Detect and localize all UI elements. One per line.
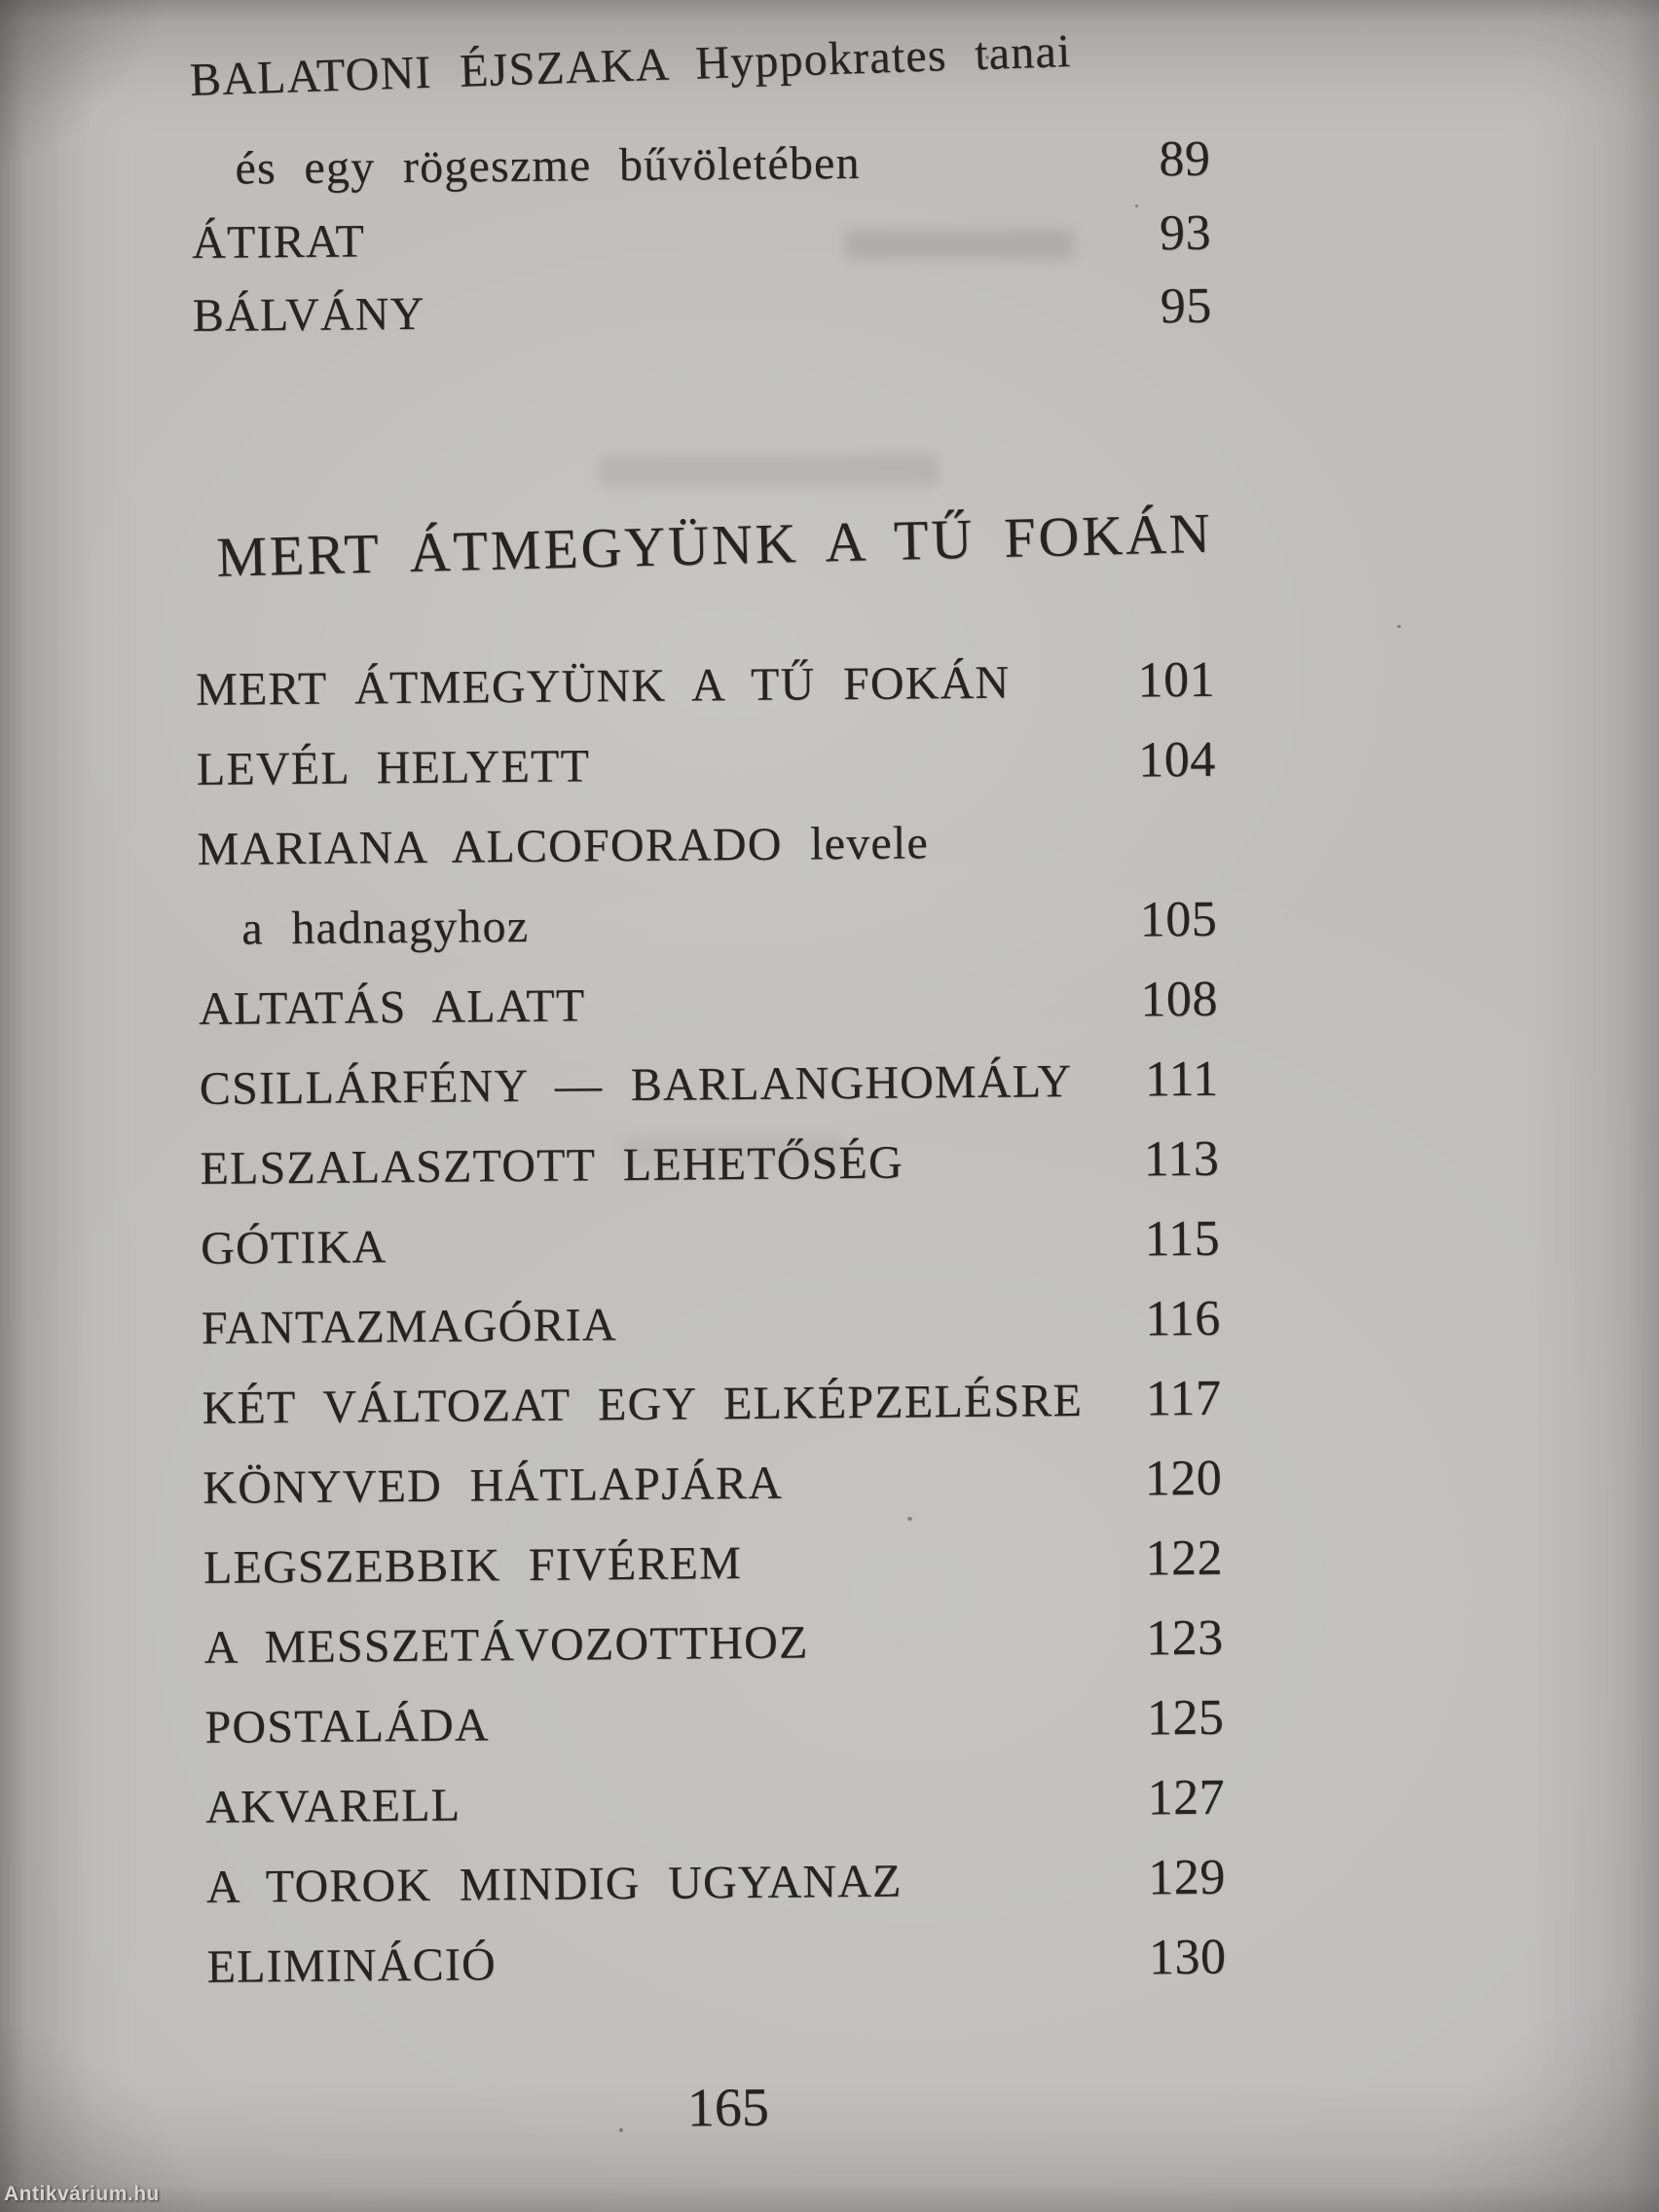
toc-entry-title: LEGSZEBBIK FIVÉREM	[203, 1537, 743, 1594]
toc-entry-title: POSTALÁDA	[204, 1699, 490, 1753]
toc-entry: POSTALÁDA 125	[5, 1687, 1659, 1764]
toc-entry-page: 105	[1139, 891, 1218, 948]
toc-entry: FANTAZMAGÓRIA 116	[2, 1288, 1659, 1365]
toc-entry-page: 89	[1159, 130, 1211, 188]
toc-entry-title: A MESSZETÁVOZOTTHOZ	[203, 1616, 809, 1674]
toc-entry-title: ALTATÁS ALATT	[198, 979, 586, 1035]
toc-entry-page: 117	[1145, 1370, 1222, 1427]
toc-entry-page: 123	[1145, 1609, 1224, 1667]
toc-entry-title: MARIANA ALCOFORADO levele	[197, 817, 930, 875]
toc-entry-page: 104	[1137, 731, 1217, 789]
toc-entry: ELIMINÁCIÓ 130	[7, 1927, 1659, 2004]
toc-entry-title: A TOROK MINDIG UGYANAZ	[205, 1855, 903, 1913]
toc-entry-page: 120	[1144, 1450, 1223, 1507]
toc-entry-title: ELSZALASZTOTT LEHETŐSÉG	[200, 1136, 904, 1195]
toc-entry-page: 95	[1160, 277, 1212, 335]
toc-entry-title: ELIMINÁCIÓ	[206, 1938, 498, 1993]
toc-entry-title: és egy rögeszme bűvöletében	[235, 136, 861, 195]
toc-entry: LEVÉL HELYETT 104	[0, 729, 1656, 806]
toc-entry-title: FANTAZMAGÓRIA	[201, 1299, 617, 1354]
toc-entry-title: MERT ÁTMEGYÜNK A TŰ FOKÁN	[195, 656, 1011, 716]
toc-entry: ALTATÁS ALATT 108	[0, 969, 1658, 1046]
toc-entry: és egy rögeszme bűvöletében 89	[0, 129, 1651, 205]
toc-entry-title: LEVÉL HELYETT	[196, 740, 591, 795]
toc-entry: CSILLÁRFÉNY — BARLANGHOMÁLY 111	[0, 1049, 1659, 1125]
toc-entry-page: 111	[1144, 1051, 1219, 1108]
toc-entry-page: 113	[1143, 1130, 1220, 1188]
toc-entry-title: KÉT VÁLTOZAT EGY ELKÉPZELÉSRE	[202, 1374, 1084, 1434]
toc-entry-page: 115	[1144, 1210, 1221, 1268]
toc-entry: KÉT VÁLTOZAT EGY ELKÉPZELÉSRE 117	[2, 1368, 1659, 1445]
toc-entry: a hadnagyhoz 105	[0, 889, 1658, 966]
toc-entry: AKVARELL 127	[6, 1767, 1659, 1844]
toc-entry: LEGSZEBBIK FIVÉREM 122	[4, 1528, 1659, 1604]
toc-entry: MARIANA ALCOFORADO levele	[0, 809, 1657, 886]
front-toc: BALATONI ÉJSZAKA Hyppokrates tanai és eg…	[0, 0, 1649, 342]
toc-entry: GÓTIKA 115	[1, 1208, 1659, 1285]
toc-entry-page	[971, 810, 1216, 812]
section-toc: MERT ÁTMEGYÜNK A TŰ FOKÁN 101 LEVÉL HELY…	[0, 0, 1649, 1993]
toc-entry: A MESSZETÁVOZOTTHOZ 123	[4, 1607, 1659, 1684]
toc-entry-title: AKVARELL	[204, 1779, 461, 1833]
toc-entry-page: 130	[1148, 1929, 1227, 1986]
toc-entry-title: BÁLVÁNY	[192, 287, 425, 342]
folio-page-number: 165	[686, 2077, 770, 2139]
toc-entry: A TOROK MINDIG UGYANAZ 129	[7, 1847, 1659, 1924]
toc-entry-page: 122	[1145, 1530, 1224, 1587]
toc-entry-title: CSILLÁRFÉNY — BARLANGHOMÁLY	[199, 1055, 1073, 1115]
toc-entry: ÁTIRAT 93	[0, 203, 1651, 279]
toc-entry-page: 101	[1137, 651, 1216, 709]
toc-entry-title: BALATONI ÉJSZAKA Hyppokrates tanai	[189, 24, 1073, 106]
toc-entry-page: 129	[1148, 1849, 1227, 1906]
toc-entry-page: 116	[1144, 1290, 1222, 1347]
toc-entry-page: 127	[1147, 1769, 1226, 1826]
toc-entry-title: GÓTIKA	[200, 1221, 387, 1274]
toc-entry-page: 125	[1146, 1689, 1225, 1747]
toc-entry-title: a hadnagyhoz	[241, 900, 530, 955]
toc-entry: BÁLVÁNY 95	[0, 276, 1652, 352]
toc-entry: KÖNYVED HÁTLAPJÁRA 120	[3, 1448, 1659, 1525]
toc-entry: MERT ÁTMEGYÜNK A TŰ FOKÁN 101	[0, 649, 1655, 726]
toc-entry-page: 93	[1159, 204, 1212, 262]
toc-entry: ELSZALASZTOTT LEHETŐSÉG 113	[0, 1128, 1659, 1205]
toc-entry-title: ÁTIRAT	[191, 215, 366, 269]
toc-entry-page: 108	[1140, 971, 1219, 1028]
watermark-antikvarium: Antikvárium.hu	[4, 2183, 160, 2205]
toc-entry-title: KÖNYVED HÁTLAPJÁRA	[203, 1456, 784, 1514]
toc-entry: BALATONI ÉJSZAKA Hyppokrates tanai	[0, 25, 1650, 117]
section-heading: MERT ÁTMEGYÜNK A TŰ FOKÁN	[215, 500, 1214, 589]
